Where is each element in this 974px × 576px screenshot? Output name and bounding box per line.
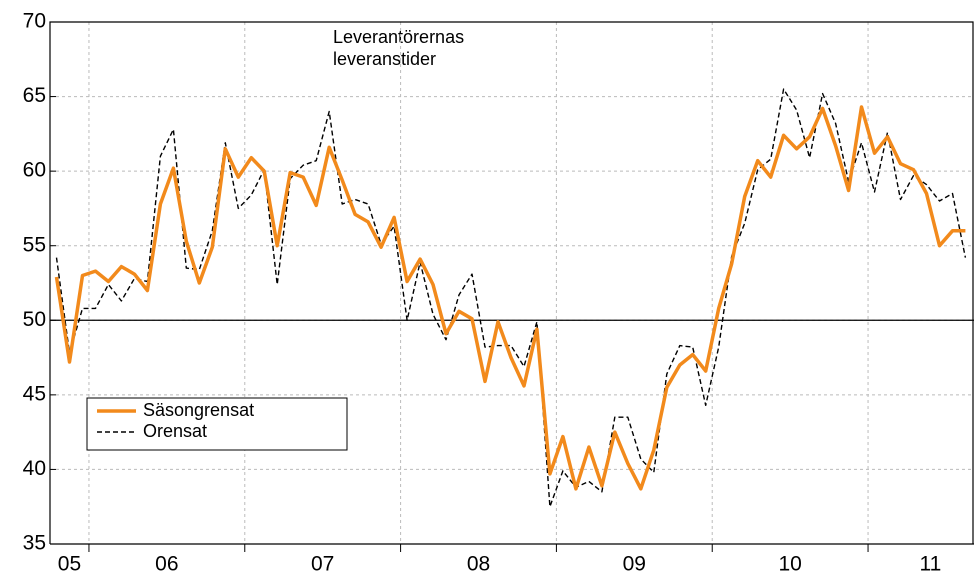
x-tick-label: 08	[467, 553, 490, 576]
chart-title: Leverantörernas	[333, 27, 464, 47]
y-tick-label: 70	[23, 10, 46, 33]
y-tick-label: 40	[23, 457, 46, 480]
legend-label: Säsongrensat	[143, 400, 254, 420]
x-tick-label: 10	[778, 553, 801, 576]
series-line	[55, 88, 967, 508]
y-tick-label: 50	[23, 308, 46, 331]
y-tick-label: 55	[23, 233, 46, 256]
x-tick-label: 06	[155, 553, 178, 576]
x-tick-label: 05	[58, 553, 81, 576]
chart-title: leveranstider	[333, 49, 436, 69]
y-tick-label: 45	[23, 382, 46, 405]
x-tick-label: 11	[919, 553, 941, 576]
legend-label: Orensat	[143, 421, 207, 441]
legend-box	[86, 397, 348, 451]
x-tick-label: 09	[623, 553, 646, 576]
y-tick-label: 65	[23, 84, 46, 107]
series-line	[54, 105, 966, 491]
y-tick-label: 35	[23, 532, 46, 555]
x-tick-label: 07	[311, 553, 334, 576]
y-tick-label: 60	[23, 159, 46, 182]
plot-frame	[49, 21, 974, 544]
